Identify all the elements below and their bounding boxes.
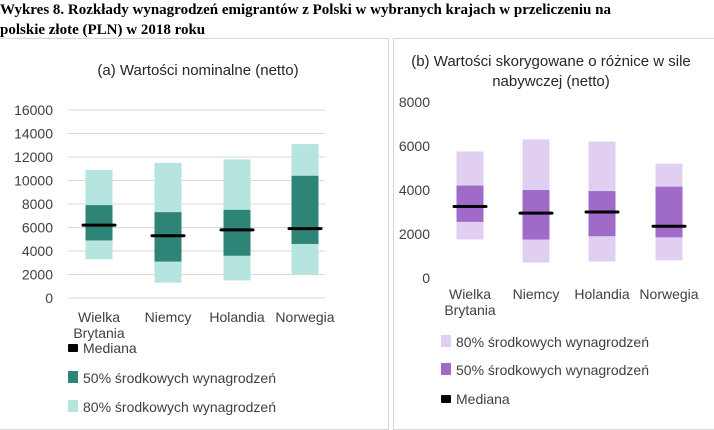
chart-b-legend-label: Mediana <box>456 391 510 407</box>
chart-b-box-50pct <box>456 185 484 222</box>
chart-b-ytick-label: 2000 <box>399 226 430 242</box>
chart-a-ytick-label: 10000 <box>14 173 53 189</box>
chart-a-ytick-label: 16000 <box>14 102 53 118</box>
chart-a-ytick-label: 0 <box>45 290 53 306</box>
chart-a-title: (a) Wartości nominalne (netto) <box>97 62 298 79</box>
chart-b-title: (b) Wartości skorygowane o różnice w sil… <box>411 53 691 90</box>
chart-a-box-50pct <box>223 209 251 256</box>
chart-a-ytick-label: 4000 <box>22 243 53 259</box>
chart-a-ytick-label: 14000 <box>14 126 53 142</box>
chart-b-legend-label: 80% środkowych wynagrodzeń <box>456 334 649 350</box>
chart-a-category-label: Norwegia <box>275 309 334 325</box>
chart-b-box-50pct <box>588 191 616 237</box>
chart-b-box-50pct <box>522 190 550 240</box>
chart-a-legend-swatch-iqr <box>68 371 78 383</box>
chart-a-ytick-label: 2000 <box>22 267 53 283</box>
chart-b-ytick-label: 8000 <box>399 94 430 110</box>
chart-b-category-label: Holandia <box>574 286 629 302</box>
charts-canvas: (a) Wartości nominalne (netto) 0 2000 4000 6… <box>14 53 699 415</box>
chart-b-category-label: Niemcy <box>513 286 560 302</box>
chart-b-category-label: Wielka Brytania <box>444 286 496 318</box>
chart-b-legend-label: 50% środkowych wynagrodzeń <box>456 362 649 378</box>
chart-a-legend-swatch-median <box>68 344 78 352</box>
chart-b-legend-swatch-median <box>441 395 451 403</box>
chart-b-ytick-label: 0 <box>422 270 430 286</box>
chart-a-legend-label: Mediana <box>83 340 137 356</box>
chart-a-box-50pct <box>291 175 319 244</box>
chart-a-ytick-label: 12000 <box>14 149 53 165</box>
chart-a-category-label: Wielka Brytania <box>73 309 125 341</box>
chart-a-ytick-label: 6000 <box>22 220 53 236</box>
chart-a-legend-swatch-p80 <box>68 400 78 412</box>
chart-a-category-label: Holandia <box>209 309 264 325</box>
chart-b-category-label: Norwegia <box>639 286 698 302</box>
chart-a-box-50pct <box>85 205 113 241</box>
chart-b-box-50pct <box>655 186 683 238</box>
chart-b-ytick-label: 4000 <box>399 182 430 198</box>
chart-b-legend-swatch-p80 <box>441 335 451 347</box>
figure-title: Wykres 8. Rozkłady wynagrodzeń emigrantó… <box>0 2 611 38</box>
chart-b-ytick-label: 6000 <box>399 138 430 154</box>
chart-a-ytick-label: 8000 <box>22 196 53 212</box>
chart-b-legend-swatch-iqr <box>441 363 451 375</box>
chart-a-legend-label: 80% środkowych wynagrodzeń <box>83 399 276 415</box>
chart-a-legend-label: 50% środkowych wynagrodzeń <box>83 370 276 386</box>
chart-a-category-label: Niemcy <box>145 309 192 325</box>
